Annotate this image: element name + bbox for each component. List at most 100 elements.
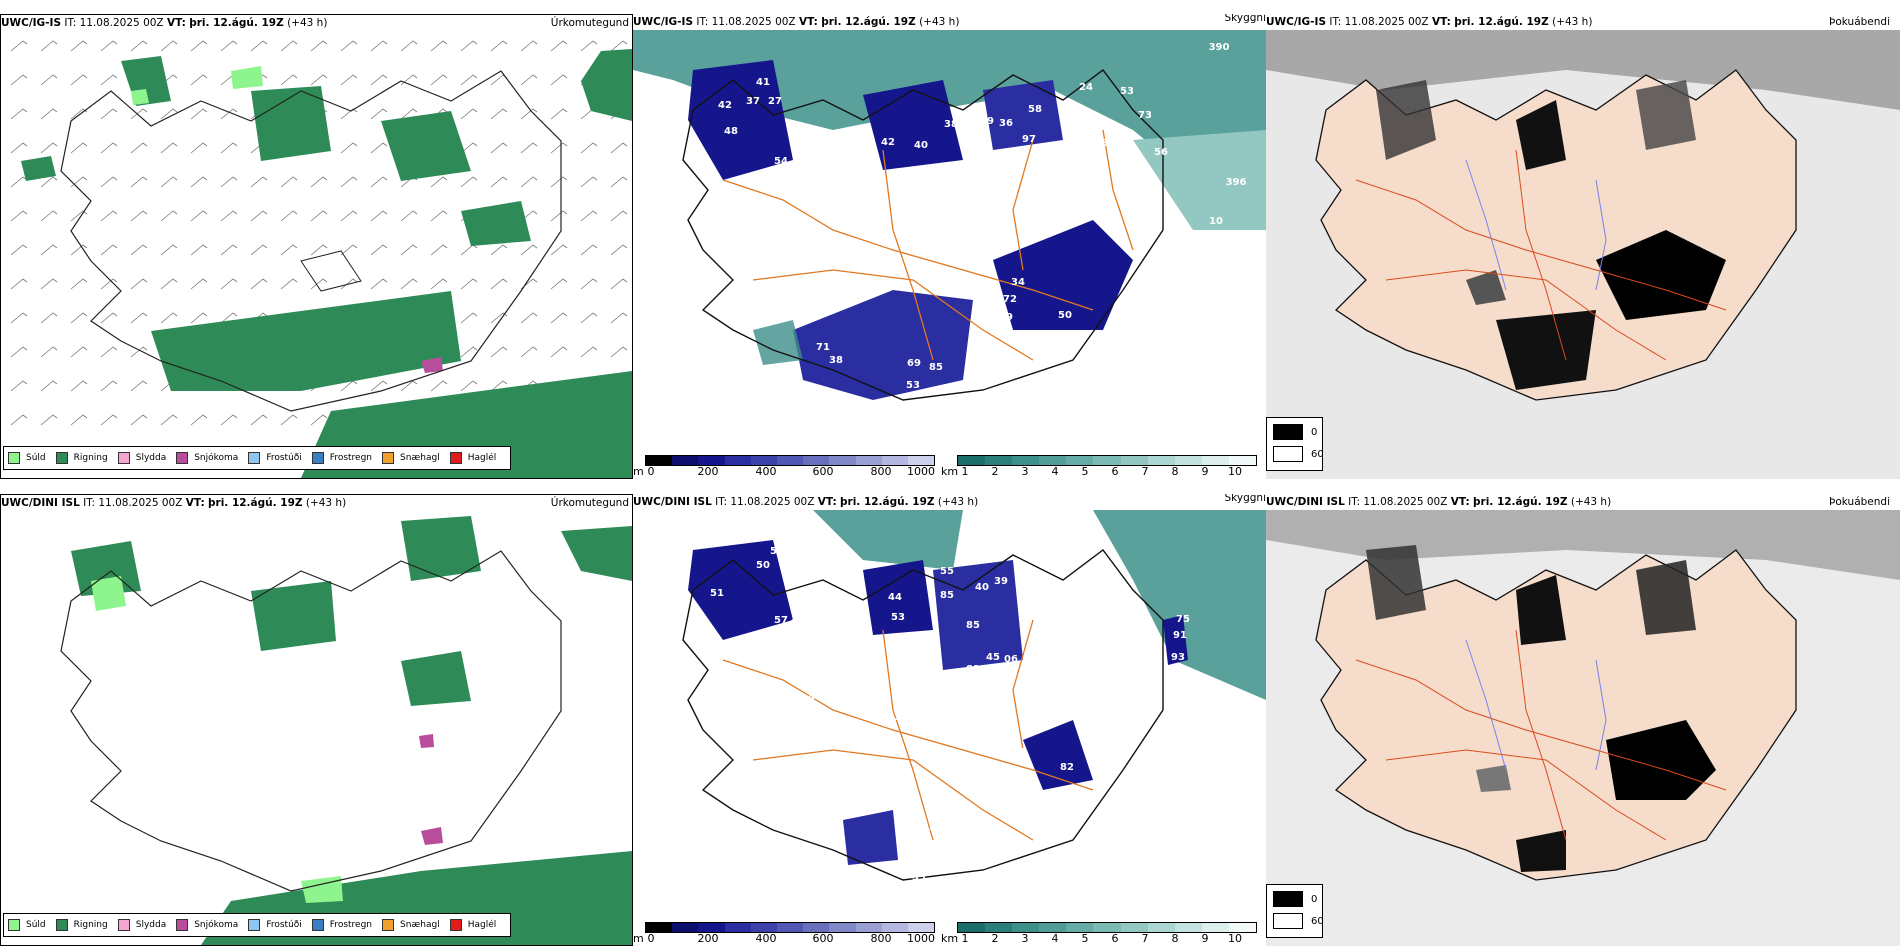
vis-label: 85: [929, 362, 943, 373]
vis-label: 93: [1171, 652, 1185, 663]
vis-label: 42: [881, 137, 895, 148]
vis-label: 39: [980, 116, 994, 127]
vis-label: 47: [1122, 132, 1136, 143]
vis-label: 36: [999, 118, 1013, 129]
panel-title: Úrkomutegund: [550, 17, 629, 29]
vis-label: 53: [891, 612, 905, 623]
vis-label: 81: [966, 664, 980, 675]
model-name: UWC/IG-IS: [1266, 16, 1327, 28]
vis-label: 89: [1042, 588, 1056, 599]
vis-label: 75: [1176, 614, 1190, 625]
vis-label: 42: [718, 100, 732, 111]
vis-label: 58: [817, 792, 831, 803]
vis-label: 73: [1138, 110, 1152, 121]
elevation-colorbar: m 0 200 400 600 800 1000: [633, 451, 936, 479]
visibility-map: 41 42 37 27 48 31 54 67 51 50 42 40 38 5…: [633, 30, 1266, 413]
visibility-colorbar: km 1 2 3 4 5 6 7 8 9 10: [941, 451, 1261, 479]
vis-label: 36: [931, 402, 945, 413]
vis-label: 68: [790, 618, 804, 629]
vis-label: 71: [816, 342, 830, 353]
panel-title: Skyggni: [1224, 14, 1267, 24]
vis-label: 51: [791, 192, 805, 203]
panel-header: UWC/DINI ISL IT: 11.08.2025 00Z VT: þri.…: [1, 495, 632, 511]
vis-label: 36: [817, 588, 831, 599]
iceland-coastline: [60, 70, 562, 412]
vis-label: 81: [929, 882, 943, 893]
vis-label: 72: [1003, 294, 1017, 305]
visibility-labels-row2: 54 50 31 51 36 57 68 56 52 48 44 53 55 8…: [706, 546, 1190, 893]
cloud-map: [1266, 30, 1900, 479]
iceland-coastline: [682, 549, 1164, 881]
vis-label: 45: [986, 652, 1000, 663]
visibility-labels-row1: 41 42 37 27 48 31 54 67 51 50 42 40 38 5…: [718, 42, 1246, 413]
vis-label: 30: [894, 712, 908, 723]
vis-label: 82: [1060, 762, 1074, 773]
road-network: [1355, 149, 1727, 361]
vis-label: 24: [1079, 82, 1093, 93]
visibility-panel-row1: UWC/IG-IS IT: 11.08.2025 00Z VT: þri. 12…: [633, 14, 1266, 479]
vis-label: 71: [1001, 327, 1015, 338]
vis-label: 24: [951, 735, 965, 746]
vis-label: 39: [994, 576, 1008, 587]
vis-label: 33: [912, 872, 926, 883]
lead-time: (+43 h): [287, 17, 328, 29]
vis-label: 34: [1011, 277, 1025, 288]
vis-label: 50: [809, 232, 823, 243]
vis-label: 48: [724, 126, 738, 137]
vis-label: 67: [1022, 782, 1036, 793]
vis-label: 40: [914, 140, 928, 151]
precip-type-legend: Súld Rigning Slydda Snjókoma Frostúði Fr…: [3, 913, 512, 937]
vis-label: 31: [789, 564, 803, 575]
vis-label: 41: [756, 77, 770, 88]
legend-item-sudl: Súld: [8, 452, 46, 464]
precip-patches: [21, 49, 632, 478]
vis-label: 35: [1135, 302, 1149, 313]
precip-type-legend: Súld Rigning Slydda Snjókoma Frostúði Fr…: [3, 446, 512, 470]
vis-label: 69: [907, 358, 921, 369]
precip-type-panel-row1: UWC/IG-IS IT: 11.08.2025 00Z VT: þri. 12…: [0, 14, 633, 479]
legend-item-snaehagl: Snæhagl: [382, 452, 440, 464]
vis-label: 37: [746, 96, 760, 107]
rivers: [1465, 159, 1607, 291]
vis-label: 28: [1094, 138, 1108, 149]
visibility-colorbar: km 1 2 3 4 5 6 7 8 9 10: [941, 918, 1261, 946]
rivers: [1465, 639, 1607, 771]
vis-label: 13: [1058, 792, 1072, 803]
visibility-map: 54 50 31 51 36 57 68 56 52 48 44 53 55 8…: [682, 510, 1266, 893]
panel-title: Þokuábendi: [1829, 16, 1890, 28]
vis-label: 40: [975, 582, 989, 593]
vis-label: 46: [1038, 334, 1052, 345]
visibility-panel-row2: UWC/DINI ISL IT: 11.08.2025 00Z VT: þri.…: [633, 494, 1266, 946]
iceland-coastline: [60, 550, 562, 892]
valid-time: þri. 12.ágú. 19Z: [189, 17, 284, 29]
vis-label: 56: [1154, 147, 1168, 158]
vis-label: 85: [966, 620, 980, 631]
legend-item-frostudi: Frostúði: [248, 452, 302, 464]
vis-label: 29: [1051, 348, 1065, 359]
vis-label: 16: [1008, 766, 1022, 777]
cloud-legend: 0 60: [1266, 417, 1324, 471]
panel-title: Þokuábendi: [1829, 496, 1890, 508]
elevation-colorbar: m 0 200 400 600 800 1000: [633, 918, 936, 946]
road-network: [1355, 629, 1727, 841]
model-name: UWC/DINI ISL: [1, 497, 80, 509]
elevation-colorbar-bar: [645, 922, 935, 933]
vis-label: 57: [774, 615, 788, 626]
vis-label: 36: [904, 400, 918, 411]
legend-item-frostregn: Frostregn: [311, 452, 372, 464]
vis-label: 396: [1226, 177, 1247, 188]
vis-label: 89: [999, 312, 1013, 323]
panel-header: UWC/DINI ISL IT: 11.08.2025 00Z VT: þri.…: [633, 494, 1266, 510]
vis-label: 107: [929, 822, 950, 833]
legend-item-rigning: Rigning: [55, 452, 108, 464]
vis-label: 84: [913, 837, 927, 848]
model-name: UWC/DINI ISL: [1266, 496, 1345, 508]
panel-header: UWC/IG-IS IT: 11.08.2025 00Z VT: þri. 12…: [1266, 14, 1900, 30]
vis-label: 51: [710, 588, 724, 599]
vis-label: 53: [906, 380, 920, 391]
elevation-colorbar-bar: [645, 455, 935, 466]
iceland-coastline: [682, 69, 1164, 401]
legend-item-snjokoma: Snjókoma: [176, 452, 238, 464]
visibility-colorbar-bar: [957, 455, 1257, 466]
cloud-base-panel-row2: UWC/DINI ISL IT: 11.08.2025 00Z VT: þri.…: [1266, 494, 1900, 946]
